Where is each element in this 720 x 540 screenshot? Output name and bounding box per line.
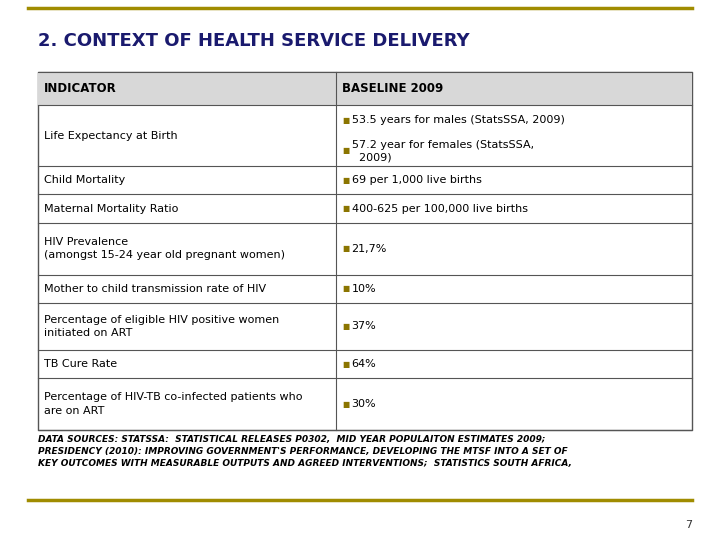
Text: 64%: 64% [351,359,377,369]
Text: Mother to child transmission rate of HIV: Mother to child transmission rate of HIV [44,284,266,294]
Text: 57.2 year for females (StatsSSA,
  2009): 57.2 year for females (StatsSSA, 2009) [351,140,534,162]
Text: ■: ■ [343,116,350,125]
Text: 7: 7 [685,520,692,530]
Text: Percentage of HIV-TB co-infected patients who
are on ART: Percentage of HIV-TB co-infected patient… [44,393,302,416]
Text: ■: ■ [343,204,350,213]
Bar [38,72,692,430]
Text: ■: ■ [343,284,350,293]
Text: 2. CONTEXT OF HEALTH SERVICE DELIVERY: 2. CONTEXT OF HEALTH SERVICE DELIVERY [38,32,469,50]
Text: HIV Prevalence
(amongst 15-24 year old pregnant women): HIV Prevalence (amongst 15-24 year old p… [44,237,285,260]
Text: DATA SOURCES: STATSSA:  STATISTICAL RELEASES P0302,  MID YEAR POPULAITON ESTIMAT: DATA SOURCES: STATSSA: STATISTICAL RELEA… [38,435,572,468]
Text: 37%: 37% [351,321,377,332]
Bar [38,72,692,105]
Text: ■: ■ [343,176,350,185]
Text: BASELINE 2009: BASELINE 2009 [341,82,443,95]
Text: ■: ■ [343,322,350,331]
Text: INDICATOR: INDICATOR [44,82,117,95]
Text: Child Mortality: Child Mortality [44,176,125,185]
Text: 53.5 years for males (StatsSSA, 2009): 53.5 years for males (StatsSSA, 2009) [351,115,564,125]
Text: ■: ■ [343,244,350,253]
Text: 69 per 1,000 live births: 69 per 1,000 live births [351,176,482,185]
Text: 10%: 10% [351,284,376,294]
Text: ■: ■ [343,400,350,409]
Text: 400-625 per 100,000 live births: 400-625 per 100,000 live births [351,204,528,214]
Text: ■: ■ [343,360,350,369]
Text: Life Expectancy at Birth: Life Expectancy at Birth [44,131,178,140]
Text: Maternal Mortality Ratio: Maternal Mortality Ratio [44,204,179,214]
Text: 21,7%: 21,7% [351,244,387,254]
Text: ■: ■ [343,146,350,156]
Text: TB Cure Rate: TB Cure Rate [44,359,117,369]
Text: Percentage of eligible HIV positive women
initiated on ART: Percentage of eligible HIV positive wome… [44,315,279,338]
Text: 30%: 30% [351,399,376,409]
